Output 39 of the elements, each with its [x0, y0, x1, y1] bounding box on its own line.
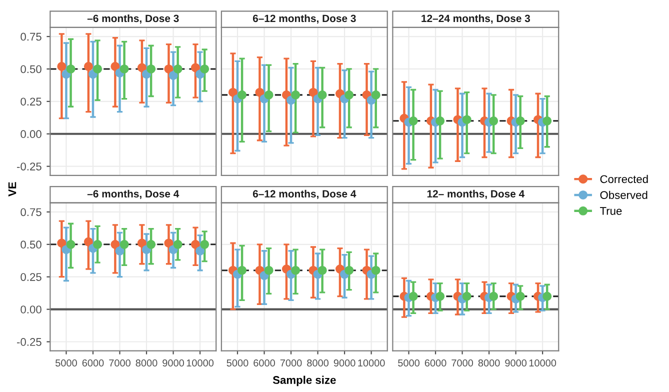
legend-label: Corrected	[600, 174, 648, 184]
x-tick-label: 8000	[307, 359, 329, 367]
y-tick-label: 0.75	[20, 208, 42, 216]
y-tick-label: 0.25	[20, 273, 42, 281]
legend-label: Observed	[600, 190, 648, 199]
x-tick-label: 5000	[226, 359, 248, 367]
x-tick-label: 7000	[109, 359, 130, 367]
y-tick-label: 0.25	[20, 98, 42, 106]
chart-title: 12–24 months, Dose 3	[422, 14, 530, 24]
x-tick-label: 9000	[162, 359, 184, 367]
y-tick-label: 0.00	[20, 306, 42, 314]
x-tick-label: 5000	[56, 359, 77, 367]
x-tick-label: 9000	[334, 359, 356, 367]
y-tick-label: 0.50	[20, 240, 42, 249]
x-tick-label: 6000	[82, 359, 104, 367]
legend-label: True	[600, 207, 622, 215]
x-tick-label: 8000	[136, 359, 158, 367]
chart-title: 6–12 months, Dose 3	[252, 14, 356, 24]
chart-title: –6 months, Dose 3	[87, 14, 179, 24]
chart-title: –6 months, Dose 4	[87, 190, 180, 200]
y-tick-label: 0.50	[20, 65, 42, 74]
y-axis-title: VE	[8, 182, 16, 196]
x-tick-label: 7000	[280, 359, 302, 367]
y-tick-label: -0.25	[17, 162, 42, 170]
x-tick-label: 10000	[358, 359, 385, 367]
x-tick-label: 6000	[424, 359, 446, 367]
y-tick-label: -0.25	[17, 338, 42, 346]
y-tick-label: 0.75	[20, 32, 42, 41]
chart-title: 6–12 months, Dose 4	[252, 190, 356, 200]
y-tick-label: 0.00	[20, 130, 42, 138]
x-tick-label: 7000	[452, 359, 474, 367]
x-tick-label: 10000	[529, 359, 556, 367]
chart-title: 12– months, Dose 4	[427, 190, 525, 200]
x-axis-title: Sample size	[272, 376, 336, 386]
x-tick-label: 5000	[398, 359, 420, 367]
x-tick-label: 9000	[505, 359, 527, 367]
x-tick-label: 6000	[254, 359, 275, 367]
x-tick-label: 8000	[478, 359, 500, 367]
x-tick-label: 10000	[186, 359, 214, 367]
